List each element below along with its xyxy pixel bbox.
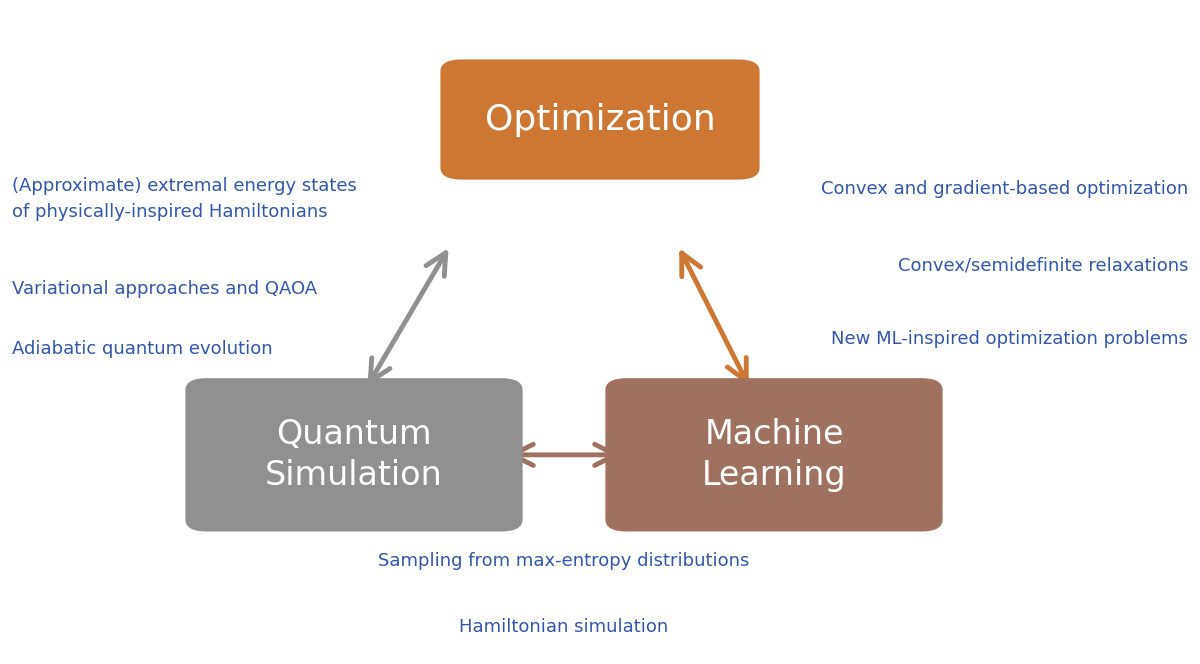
FancyBboxPatch shape xyxy=(440,60,760,179)
Text: Convex/semidefinite relaxations: Convex/semidefinite relaxations xyxy=(898,256,1188,275)
Text: Sampling from max-entropy distributions: Sampling from max-entropy distributions xyxy=(378,552,750,570)
Text: Machine
Learning: Machine Learning xyxy=(702,418,846,492)
Text: Quantum
Simulation: Quantum Simulation xyxy=(265,418,443,492)
Text: Adiabatic quantum evolution: Adiabatic quantum evolution xyxy=(12,339,272,358)
FancyBboxPatch shape xyxy=(186,378,523,531)
Text: New ML-inspired optimization problems: New ML-inspired optimization problems xyxy=(832,329,1188,348)
FancyArrowPatch shape xyxy=(682,253,746,381)
Text: Hamiltonian simulation: Hamiltonian simulation xyxy=(460,618,668,637)
Text: Convex and gradient-based optimization: Convex and gradient-based optimization xyxy=(821,180,1188,199)
Text: Variational approaches and QAOA: Variational approaches and QAOA xyxy=(12,280,317,298)
FancyBboxPatch shape xyxy=(606,378,942,531)
Text: (Approximate) extremal energy states
of physically-inspired Hamiltonians: (Approximate) extremal energy states of … xyxy=(12,177,356,221)
Text: Optimization: Optimization xyxy=(485,102,715,137)
FancyArrowPatch shape xyxy=(370,253,446,381)
FancyArrowPatch shape xyxy=(512,444,616,465)
